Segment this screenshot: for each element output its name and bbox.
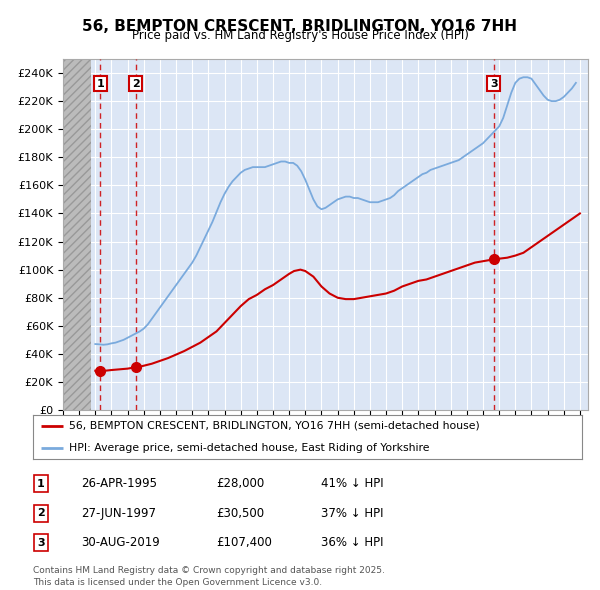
- Text: £107,400: £107,400: [216, 536, 272, 549]
- Text: 1: 1: [97, 78, 104, 88]
- Text: 2: 2: [37, 509, 44, 518]
- Text: HPI: Average price, semi-detached house, East Riding of Yorkshire: HPI: Average price, semi-detached house,…: [68, 443, 429, 453]
- Text: £28,000: £28,000: [216, 477, 264, 490]
- Text: Price paid vs. HM Land Registry's House Price Index (HPI): Price paid vs. HM Land Registry's House …: [131, 30, 469, 42]
- Text: 2: 2: [131, 78, 139, 88]
- Text: 41% ↓ HPI: 41% ↓ HPI: [321, 477, 383, 490]
- Text: 56, BEMPTON CRESCENT, BRIDLINGTON, YO16 7HH (semi-detached house): 56, BEMPTON CRESCENT, BRIDLINGTON, YO16 …: [68, 421, 479, 431]
- Text: £30,500: £30,500: [216, 507, 264, 520]
- Text: 3: 3: [37, 538, 44, 548]
- Text: 30-AUG-2019: 30-AUG-2019: [81, 536, 160, 549]
- Bar: [63, 59, 91, 410]
- Text: 1: 1: [37, 479, 44, 489]
- Text: 27-JUN-1997: 27-JUN-1997: [81, 507, 156, 520]
- Text: 26-APR-1995: 26-APR-1995: [81, 477, 157, 490]
- Text: 37% ↓ HPI: 37% ↓ HPI: [321, 507, 383, 520]
- Text: 36% ↓ HPI: 36% ↓ HPI: [321, 536, 383, 549]
- Text: 3: 3: [490, 78, 497, 88]
- Text: Contains HM Land Registry data © Crown copyright and database right 2025.
This d: Contains HM Land Registry data © Crown c…: [33, 566, 385, 587]
- Text: 56, BEMPTON CRESCENT, BRIDLINGTON, YO16 7HH: 56, BEMPTON CRESCENT, BRIDLINGTON, YO16 …: [83, 19, 517, 34]
